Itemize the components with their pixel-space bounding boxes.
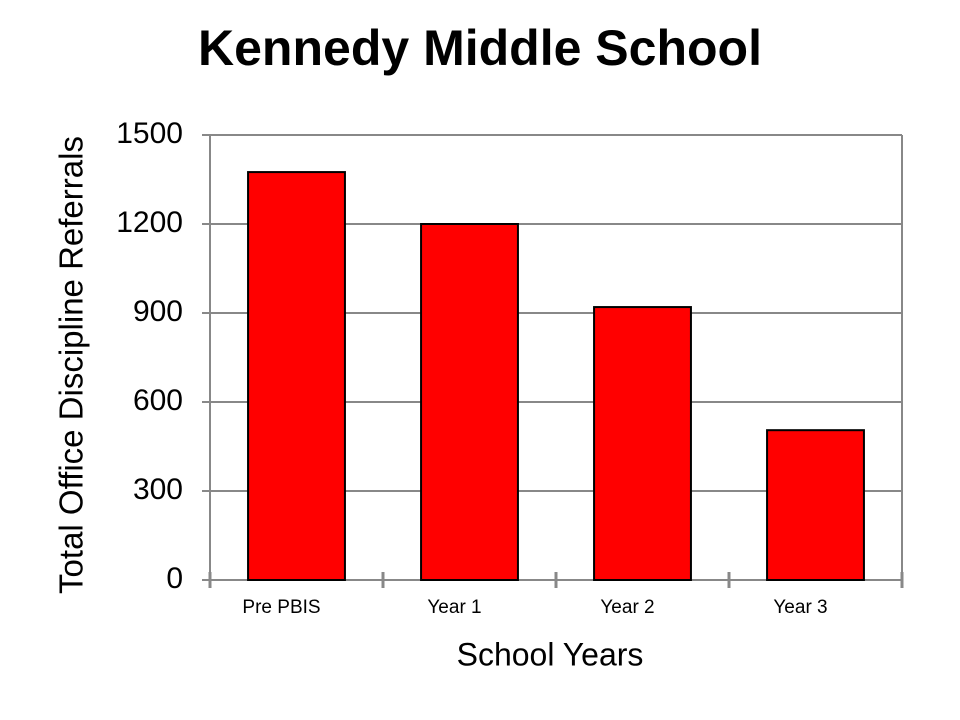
bar: [593, 306, 692, 581]
chart-title: Kennedy Middle School: [198, 20, 762, 76]
x-tick-label: Year 2: [600, 597, 654, 618]
y-tick-label: 1500: [116, 117, 183, 150]
x-tick-label: Pre PBIS: [242, 597, 320, 618]
bar: [766, 429, 865, 581]
y-axis-title: Total Office Discipline Referrals: [53, 136, 90, 594]
y-tick-label: 0: [166, 562, 183, 595]
x-tick-label: Year 1: [427, 597, 481, 618]
y-tick-label: 1200: [116, 206, 183, 239]
bar: [247, 171, 346, 581]
x-tick-label: Year 3: [773, 597, 827, 618]
x-axis-title: School Years: [457, 636, 644, 672]
y-tick-label: 300: [133, 473, 183, 506]
y-tick-label: 900: [133, 295, 183, 328]
bar: [420, 223, 519, 581]
y-tick-label: 600: [133, 384, 183, 417]
